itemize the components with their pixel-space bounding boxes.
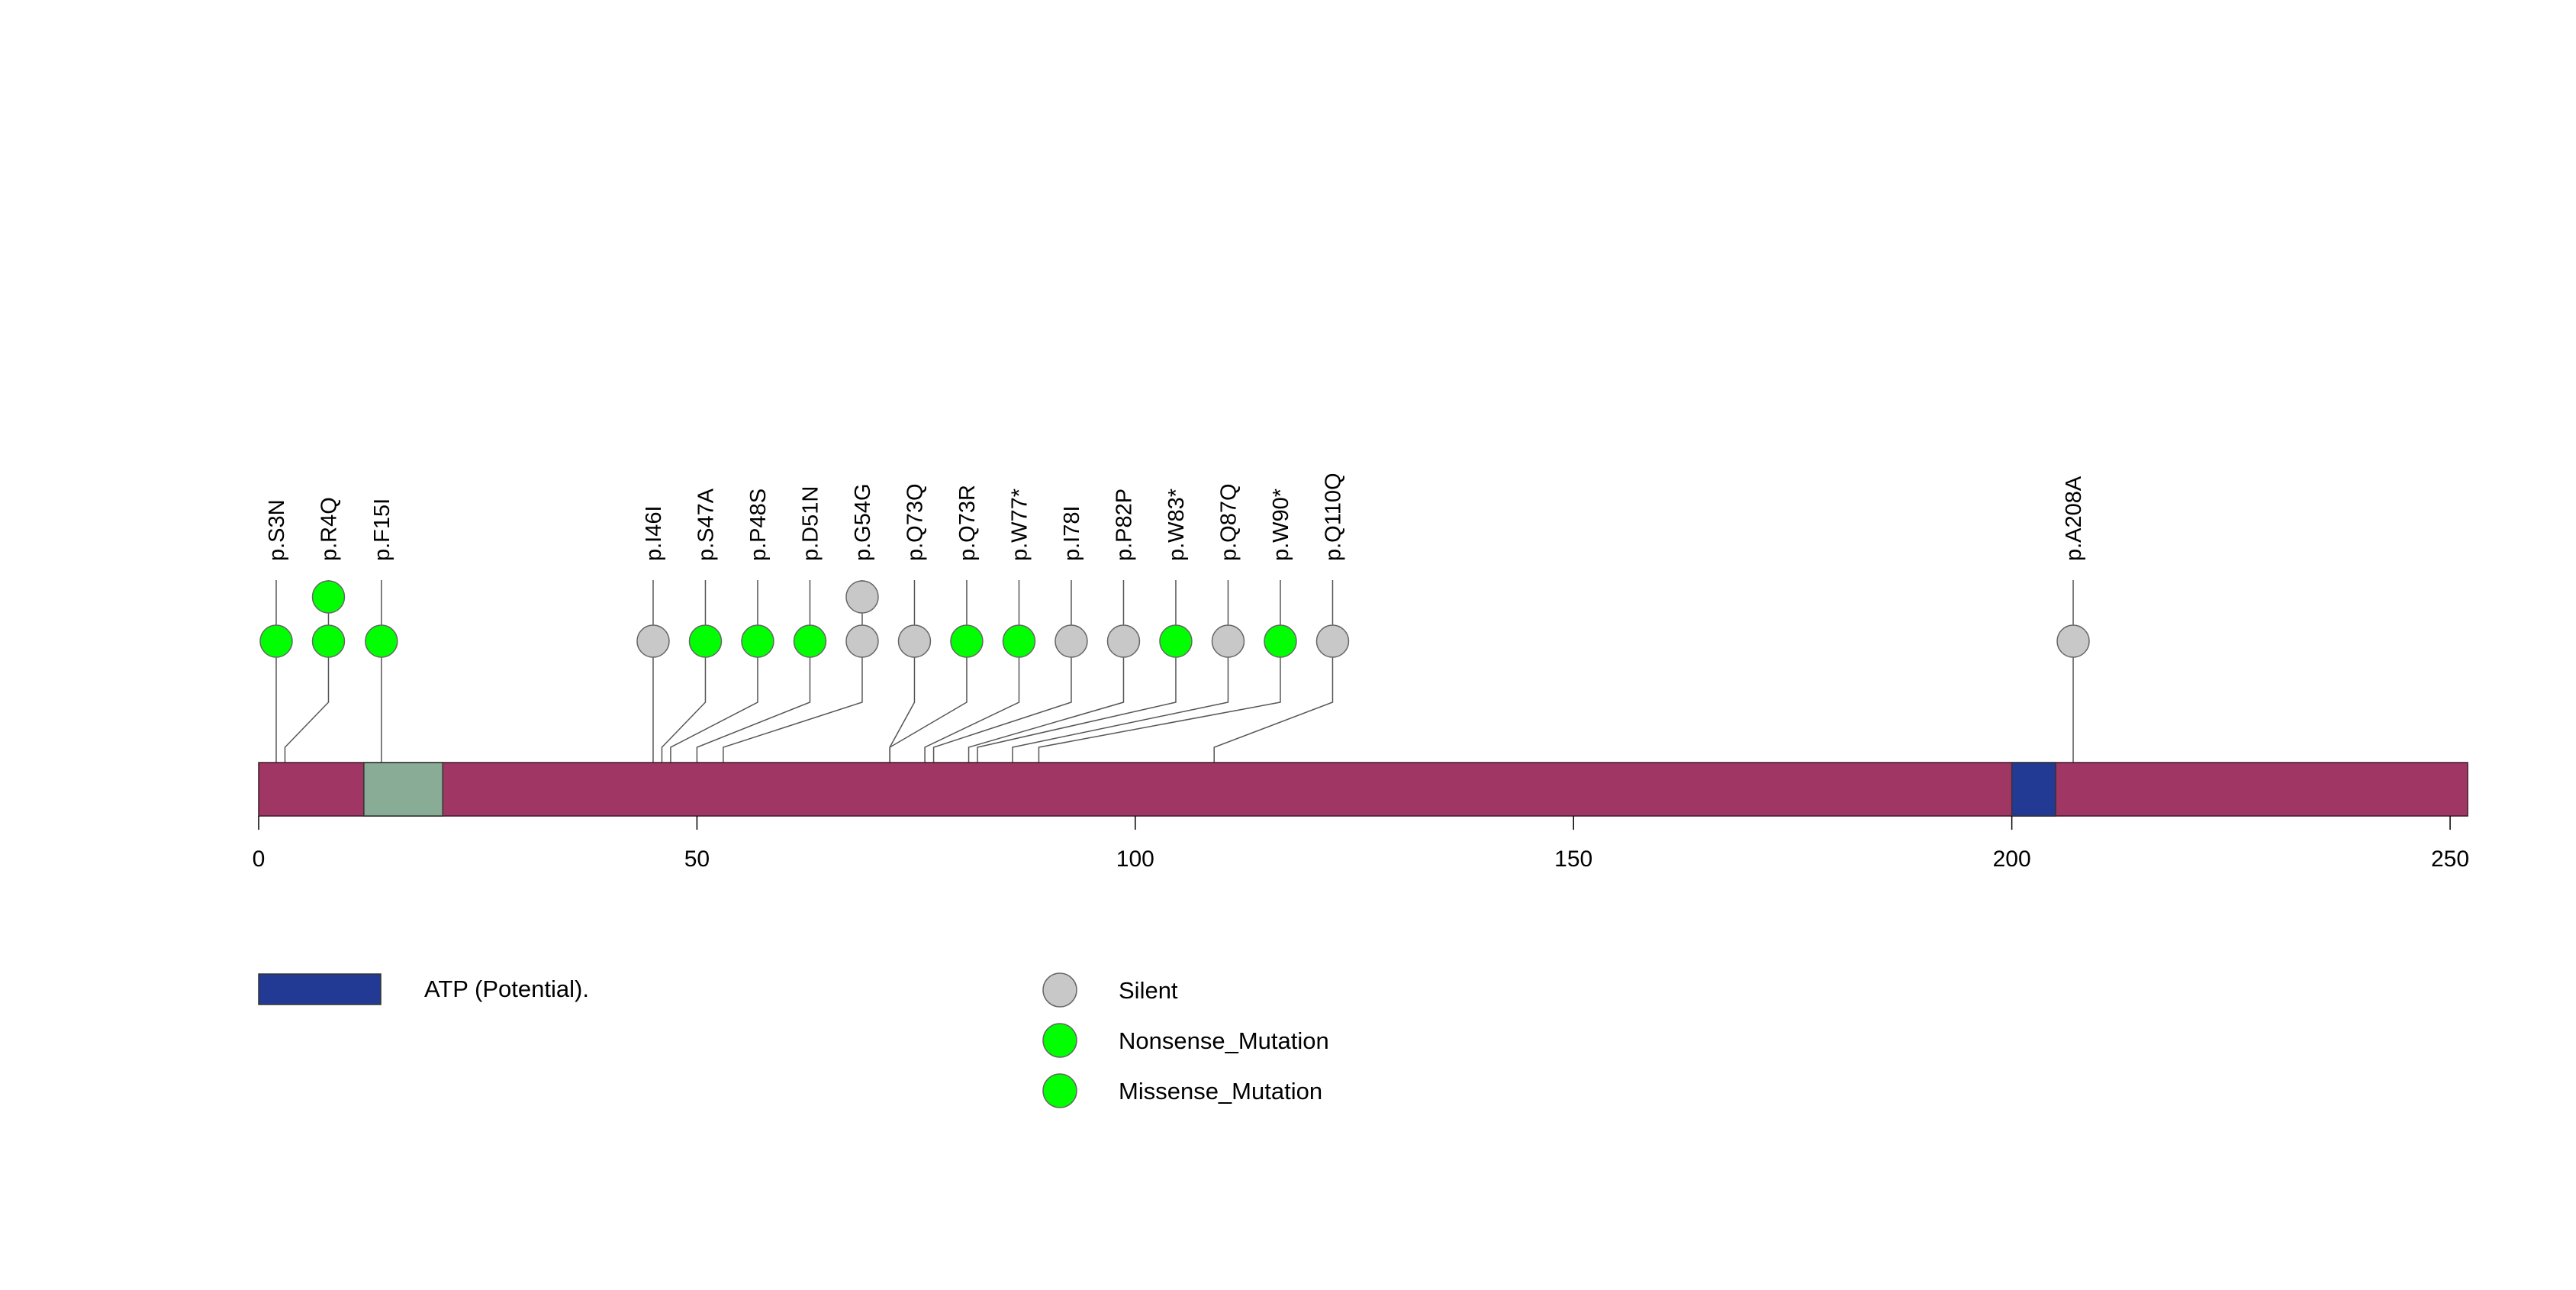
legend-type-swatch-2	[1042, 1073, 1077, 1108]
mutation-label-pg54g: p.G54G	[851, 483, 875, 561]
mutation-label-pi46i: p.I46I	[642, 505, 666, 561]
mutation-label-pp48s: p.P48S	[746, 489, 771, 561]
x-tick-label-50: 50	[684, 847, 710, 872]
mutation-dot-pg54g-2	[845, 580, 879, 614]
mutation-dot-pq87q	[1211, 624, 1245, 658]
x-axis: 0 50 100 150 200 250	[253, 816, 2469, 872]
mutation-dot-pf15i	[365, 624, 398, 658]
protein-backbone-layer	[258, 762, 2468, 817]
mutation-label-ps3n: p.S3N	[265, 499, 289, 561]
mutation-dot-pi46i	[636, 624, 670, 658]
legend: ATP (Potential). Silent Nonsense_Mutation M…	[258, 972, 1329, 1108]
mutation-label-pf15i: p.F15I	[370, 498, 394, 561]
legend-type-label-0: Silent	[1119, 977, 1178, 1004]
mutation-dot-pp82p	[1106, 624, 1141, 658]
mutation-label-pp82p: p.P82P	[1112, 489, 1136, 561]
legend-domain-swatch-0	[258, 973, 382, 1005]
mutation-dot-pg54g	[845, 624, 879, 658]
mutation-label-pq73r: p.Q73R	[955, 485, 980, 561]
mutation-dot-ps3n	[259, 624, 293, 658]
mutation-dot-pa208a	[2056, 624, 2090, 658]
mutation-label-pi78i: p.I78I	[1060, 505, 1084, 561]
mutation-label-ps47a: p.S47A	[694, 488, 718, 561]
mutation-label-pw83: p.W83*	[1164, 489, 1189, 561]
mutation-dot-pd51n	[793, 624, 827, 658]
x-tick-label-200: 200	[1993, 847, 2031, 872]
x-tick-label-100: 100	[1116, 847, 1154, 872]
legend-type-label-1: Nonsense_Mutation	[1119, 1027, 1329, 1054]
mutation-dot-pp48s	[741, 624, 774, 658]
x-tick-label-150: 150	[1554, 847, 1592, 872]
mutation-dot-pw83	[1159, 624, 1193, 658]
mutation-label-pw90: p.W90*	[1269, 489, 1293, 561]
legend-domain-label-0: ATP (Potential).	[424, 976, 589, 1002]
mutation-dot-pq73q	[897, 624, 932, 658]
mutation-dot-pw77	[1002, 624, 1036, 658]
x-tick-label-250: 250	[2431, 847, 2469, 872]
mutation-label-pr4q: p.R4Q	[317, 497, 341, 561]
mutation-label-pd51n: p.D51N	[798, 486, 823, 561]
mutation-dot-pr4q-2	[311, 580, 346, 614]
legend-type-label-2: Missense_Mutation	[1119, 1078, 1322, 1105]
mutation-dot-pq73r	[950, 624, 984, 658]
mutation-dot-ps47a	[688, 624, 723, 658]
mutation-dot-pw90	[1264, 624, 1297, 658]
mutation-dot-pq110q	[1315, 624, 1350, 658]
domain-0	[363, 762, 444, 817]
mutation-label-pq73q: p.Q73Q	[903, 483, 927, 561]
legend-type-swatch-1	[1042, 1023, 1077, 1058]
mutation-dot-pi78i	[1055, 624, 1088, 658]
protein-backbone	[258, 762, 2468, 817]
x-tick-label-0: 0	[253, 847, 266, 872]
mutation-lollipops: p.S3N p.R4Q p.F15I p.I46I p.S47A p.P48S p.D51N…	[259, 472, 2090, 658]
mutation-label-pq87q: p.Q87Q	[1216, 483, 1241, 561]
domain-1	[2011, 762, 2056, 817]
legend-type-swatch-0	[1042, 972, 1077, 1008]
mutation-label-pq110q: p.Q110Q	[1321, 472, 1345, 561]
mutation-dot-pr4q	[311, 624, 346, 658]
mutation-label-pw77: p.W77*	[1007, 489, 1032, 561]
mutation-label-pa208a: p.A208A	[2062, 476, 2086, 561]
